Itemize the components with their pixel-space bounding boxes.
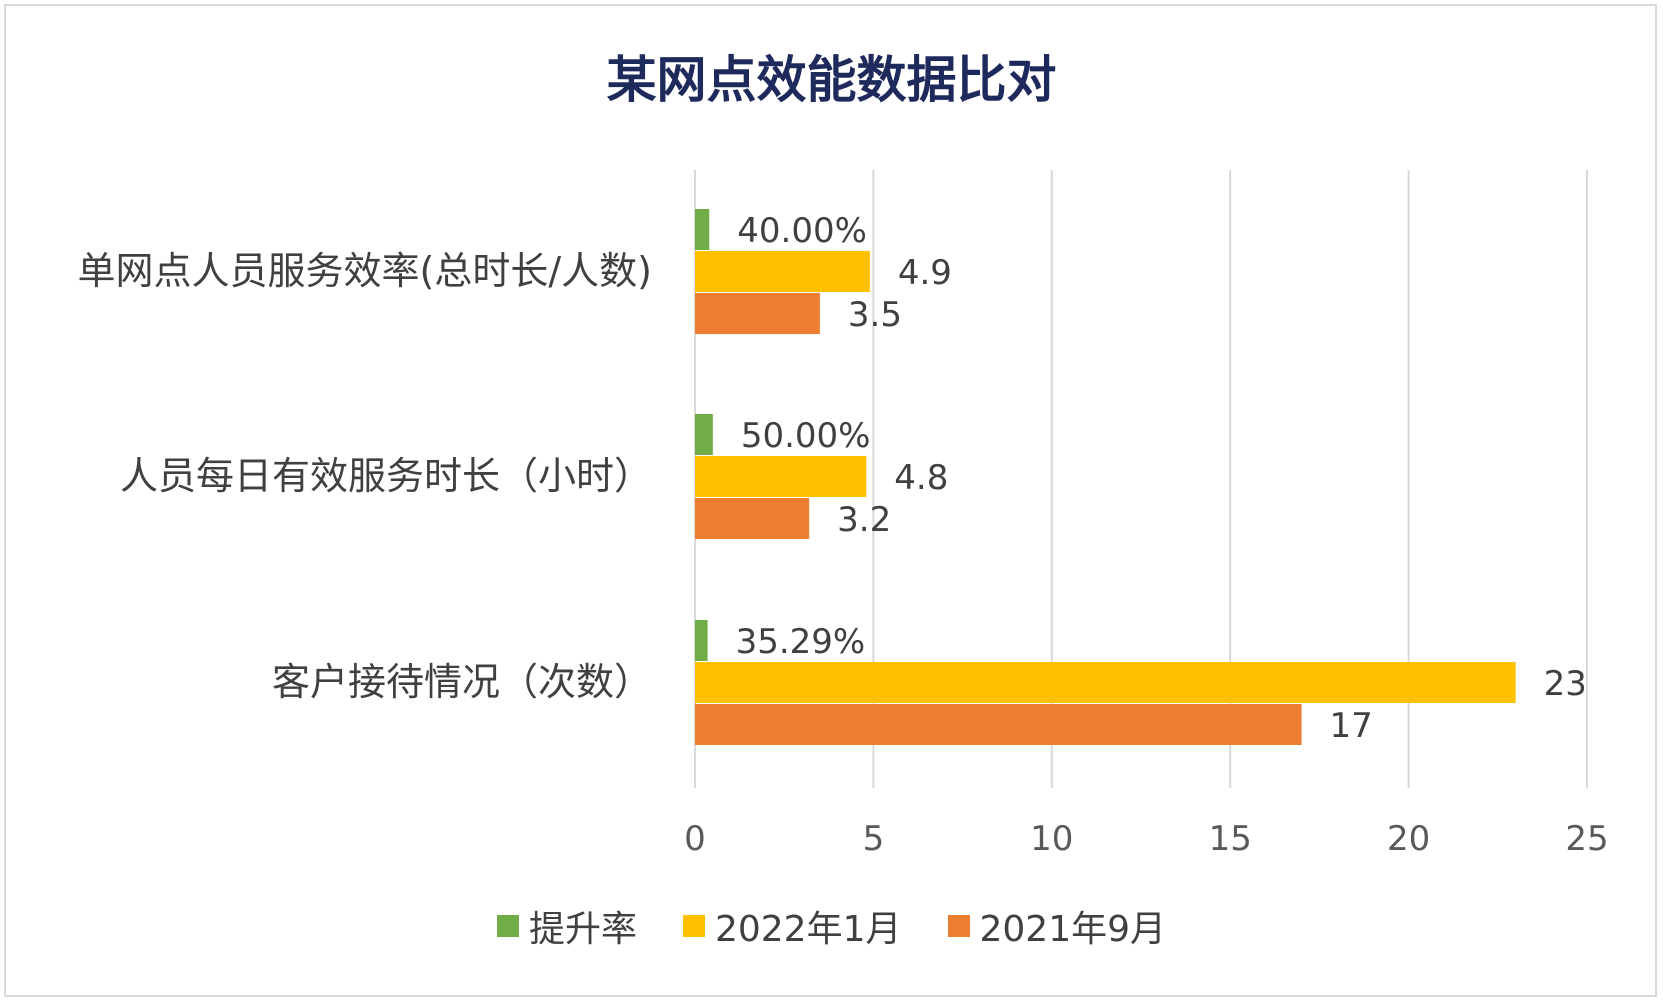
data-label-2-1: 23 [1544, 664, 1587, 704]
data-label-2-2: 17 [1330, 706, 1373, 746]
bar-1-2 [695, 498, 810, 539]
x-tick-label-2: 10 [1030, 819, 1073, 859]
legend: 提升率 2022年1月 2021年9月 [0, 900, 1663, 952]
bar-2-0 [695, 620, 708, 661]
x-tick-label-3: 15 [1209, 819, 1252, 859]
bar-0-2 [695, 293, 820, 334]
legend-item-improvement-rate: 提升率 [496, 900, 637, 952]
category-label-1: 人员每日有效服务时长（小时） [120, 454, 652, 498]
category-label-0: 单网点人员服务效率(总时长/人数) [78, 249, 652, 293]
category-label-2: 客户接待情况（次数） [272, 660, 652, 704]
bar-2-1 [695, 662, 1516, 703]
legend-item-2022-jan: 2022年1月 [682, 900, 902, 952]
data-label-1-2: 3.2 [837, 500, 891, 540]
legend-label-2022-jan: 2022年1月 [714, 909, 902, 950]
legend-swatch-2021-sep [947, 915, 970, 937]
bar-1-1 [695, 456, 867, 497]
data-label-0-1: 4.9 [898, 253, 952, 293]
data-label-1-1: 4.8 [894, 458, 948, 498]
legend-item-2021-sep: 2021年9月 [947, 900, 1167, 952]
legend-swatch-2022-jan [682, 915, 705, 937]
bar-0-1 [695, 251, 870, 292]
x-tick-label-0: 0 [684, 819, 706, 859]
bar-2-2 [695, 704, 1302, 745]
legend-label-2021-sep: 2021年9月 [979, 909, 1167, 950]
chart-title: 某网点效能数据比对 [606, 50, 1057, 109]
chart-frame [4, 4, 1657, 997]
legend-swatch-improvement-rate [496, 915, 519, 937]
data-label-0-2: 3.5 [848, 295, 902, 335]
legend-label-improvement-rate: 提升率 [528, 909, 637, 950]
bar-1-0 [695, 414, 713, 455]
x-tick-label-5: 25 [1565, 819, 1608, 859]
x-tick-label-1: 5 [863, 819, 885, 859]
data-label-1-0: 50.00% [741, 416, 871, 456]
data-label-2-0: 35.29% [736, 622, 866, 662]
x-tick-label-4: 20 [1387, 819, 1430, 859]
data-label-0-0: 40.00% [737, 211, 867, 251]
bar-0-0 [695, 209, 710, 250]
